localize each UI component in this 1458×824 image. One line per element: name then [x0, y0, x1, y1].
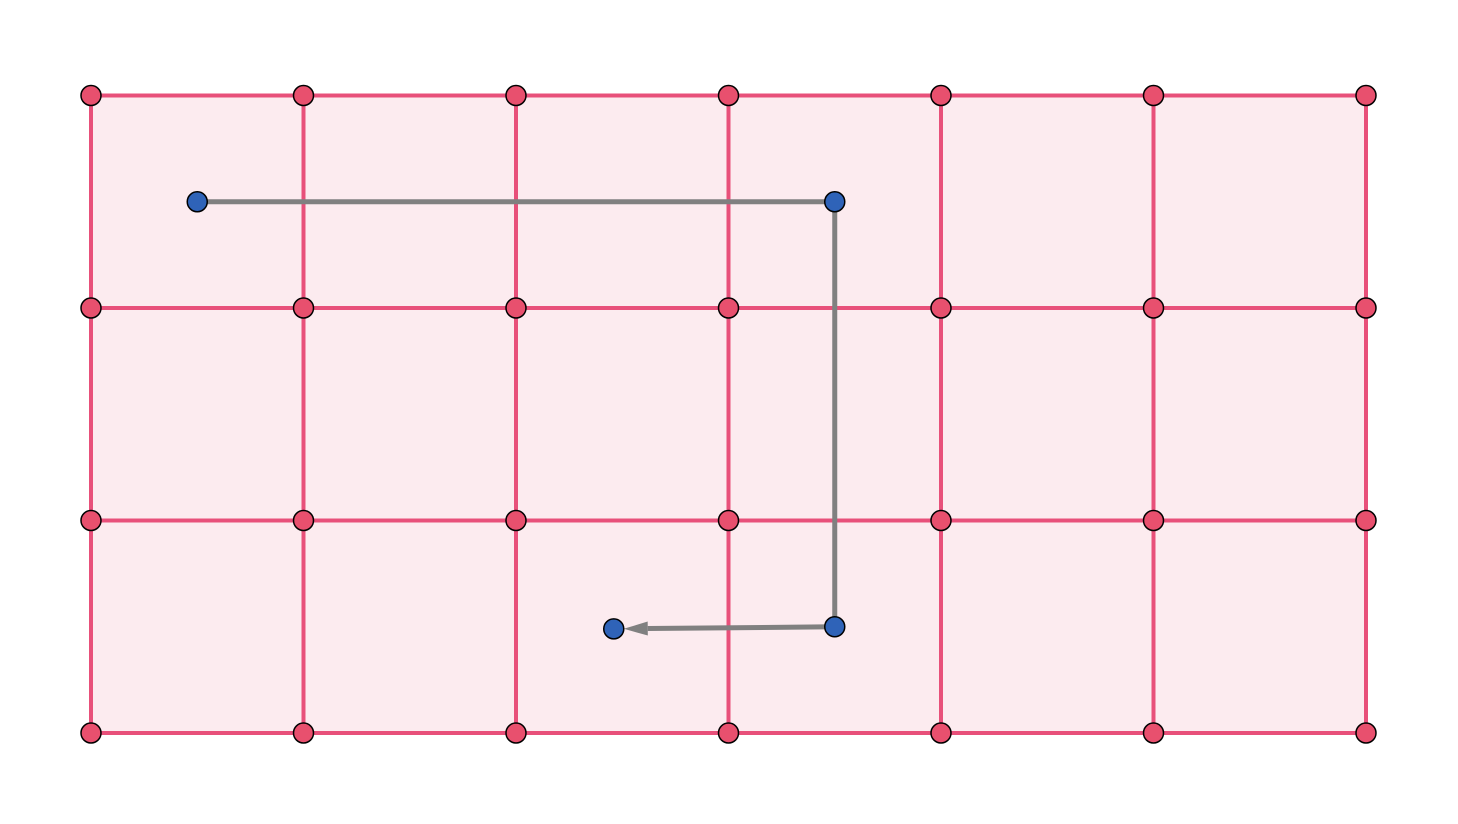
- grid-point: [1142, 84, 1165, 107]
- grid-point: [292, 297, 315, 319]
- grid-point: [292, 84, 315, 107]
- grid-point: [505, 509, 527, 532]
- grid-point: [292, 722, 315, 744]
- path-segment: [647, 624, 835, 632]
- grid-point: [80, 509, 102, 532]
- grid-point: [1142, 722, 1165, 744]
- grid-point: [930, 84, 952, 107]
- grid-point: [930, 509, 952, 532]
- path-point: [824, 616, 846, 638]
- path-point: [824, 191, 846, 213]
- grid-point: [930, 297, 952, 319]
- grid-point: [80, 297, 102, 319]
- grid-point: [717, 84, 740, 107]
- grid-point: [1355, 297, 1377, 319]
- grid-point: [1355, 84, 1377, 107]
- grid-point: [505, 722, 527, 744]
- grid-point: [80, 84, 102, 107]
- grid-point: [292, 509, 315, 532]
- grid-point: [1355, 509, 1377, 532]
- grid-point: [717, 297, 740, 319]
- grid-point: [717, 509, 740, 532]
- grid-point: [505, 297, 527, 319]
- grid-point: [930, 722, 952, 744]
- grid-point: [80, 722, 102, 744]
- grid-point: [717, 722, 740, 744]
- path-point: [603, 618, 625, 640]
- arrow-head-icon: [623, 621, 648, 636]
- grid-point: [505, 84, 527, 107]
- grid-point: [1355, 722, 1377, 744]
- grid-point: [1142, 509, 1165, 532]
- path-point: [186, 191, 208, 213]
- grid-point: [1142, 297, 1165, 319]
